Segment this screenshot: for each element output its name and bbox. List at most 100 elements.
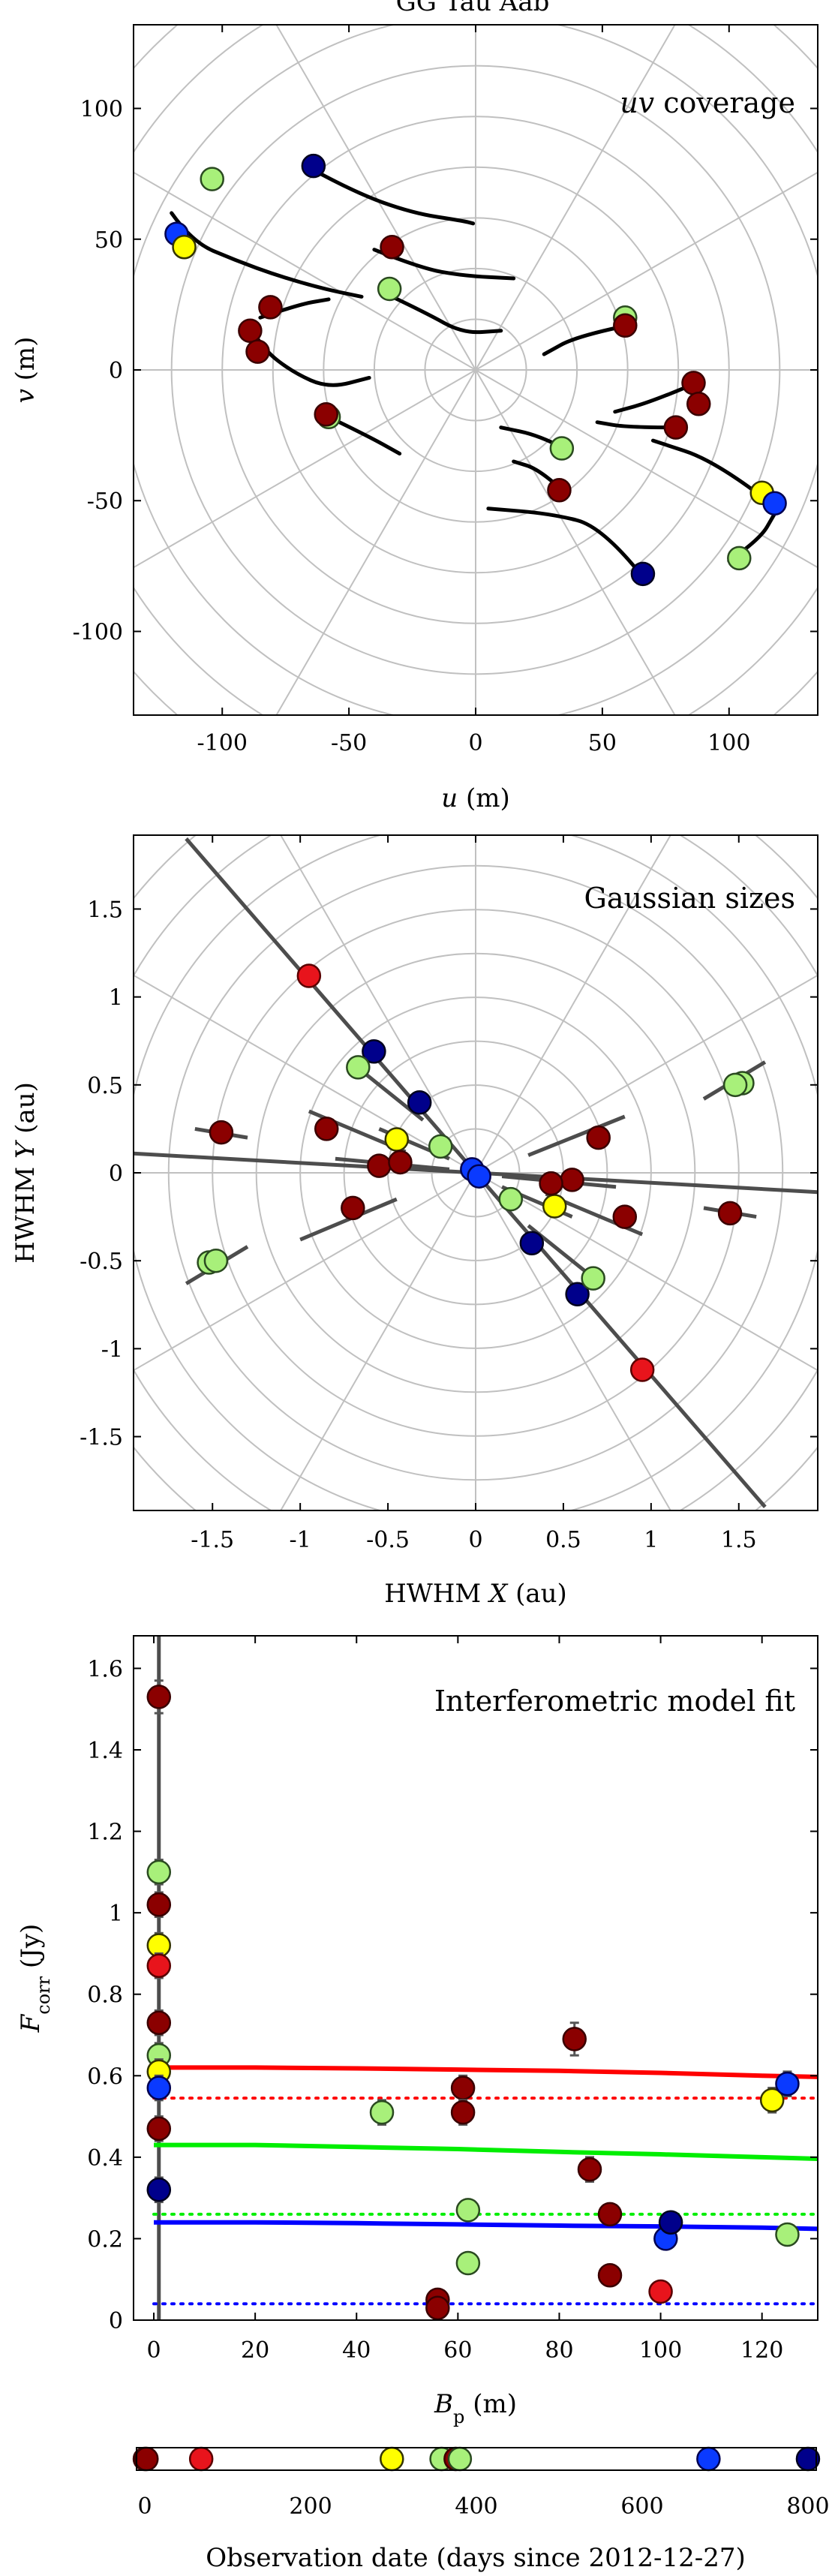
sizes-xtick-label: -0.5 — [366, 1527, 410, 1553]
uv-y-axis-label: v (m) — [11, 337, 41, 404]
fit-point — [597, 2202, 623, 2227]
sizes-point — [209, 1120, 234, 1145]
sizes-point — [629, 1357, 655, 1382]
uv-point — [681, 371, 706, 395]
sizes-point — [560, 1168, 584, 1192]
dates-xtick-label: 0 — [138, 2493, 152, 2520]
uv-point — [245, 339, 270, 364]
dates-point — [188, 2446, 214, 2472]
dates-point — [134, 2446, 159, 2472]
uv-xtick-label: -50 — [331, 730, 367, 756]
sizes-point — [362, 1039, 386, 1064]
uv-ytick-label: 0 — [109, 358, 123, 384]
dates-x-ticks: 0 200 400 600 800 — [138, 2493, 830, 2520]
fit-model-lines — [152, 1636, 818, 2320]
sizes-point — [519, 1231, 545, 1255]
uv-point — [630, 561, 656, 587]
sizes-xtick-label: 0 — [468, 1527, 482, 1553]
fit-y-ticks: 0 0.2 0.4 0.6 0.8 1 1.2 1.4 1.6 — [87, 1656, 818, 2334]
fit-point — [146, 2178, 172, 2202]
sizes-xtick-label: 1.5 — [721, 1527, 757, 1553]
fit-x-label-sub: p — [453, 2406, 464, 2427]
uv-point — [663, 415, 689, 440]
fit-point — [455, 2250, 481, 2276]
fit-ytick-label: 0.2 — [87, 2226, 123, 2253]
fit-ytick-label: 1.6 — [87, 1656, 123, 1682]
figure-title: GG Tau Aab — [396, 0, 550, 17]
fit-ytick-label: 1.2 — [87, 1820, 123, 1846]
sizes-panel: -1.5 -1 -0.5 0 0.5 1 1.5 -1.5 -1 -0.5 0 0.5 1 1.5 Ga… — [11, 834, 818, 1609]
sizes-orientation-segment — [527, 1114, 626, 1157]
uv-point — [172, 234, 197, 260]
uv-y-ticks: -100 -50 0 50 100 — [73, 97, 818, 645]
fit-point — [146, 2010, 172, 2035]
uv-x-axis-label: u (m) — [441, 783, 509, 813]
uv-grid — [134, 25, 818, 715]
fit-point — [369, 2100, 395, 2125]
fit-y-label-unit: (Jy) — [16, 1924, 46, 1976]
uv-point — [301, 153, 326, 179]
uv-title-var: uv — [620, 86, 654, 119]
uv-point — [762, 491, 787, 516]
dates-point — [696, 2446, 721, 2472]
uv-title-rest: coverage — [654, 86, 795, 119]
sizes-x-label-pre: HWHM — [384, 1579, 489, 1609]
uv-track-curve — [595, 420, 675, 430]
sizes-point — [612, 1204, 638, 1229]
uv-track-curve — [486, 506, 643, 576]
fit-x-label-var: B — [434, 2389, 453, 2419]
sizes-xtick-label: 0.5 — [545, 1527, 581, 1553]
uv-point — [613, 313, 638, 338]
sizes-xtick-label: -1 — [290, 1527, 311, 1553]
fit-y-axis-label: Fcorr (Jy) — [16, 1924, 54, 2033]
uv-track-curve — [372, 248, 516, 281]
uv-xtick-label: 100 — [707, 730, 750, 756]
fit-xtick-label: 60 — [443, 2337, 472, 2364]
fit-ytick-label: 0.6 — [87, 2064, 123, 2090]
dates-point — [380, 2446, 404, 2472]
sizes-point — [384, 1127, 410, 1152]
fit-x-axis-label: Bp (m) — [434, 2389, 517, 2427]
uv-grid-spoke — [134, 171, 818, 569]
uv-track-curve — [390, 294, 503, 335]
uv-xtick-label: -100 — [197, 730, 248, 756]
fit-ytick-label: 0 — [109, 2308, 123, 2334]
sizes-x-label-var: X — [487, 1579, 509, 1609]
fit-point — [577, 2157, 602, 2182]
fit-xtick-label: 40 — [342, 2337, 371, 2364]
sizes-title: Gaussian sizes — [584, 882, 795, 915]
uv-points — [164, 153, 787, 587]
sizes-ytick-label: -1.5 — [80, 1425, 123, 1451]
uv-point — [547, 478, 572, 503]
sizes-point — [498, 1186, 524, 1212]
fit-xtick-label: 80 — [545, 2337, 573, 2364]
fit-x-label-unit: (m) — [464, 2389, 517, 2419]
uv-point — [380, 234, 404, 260]
uv-x-label-unit: (m) — [458, 783, 510, 813]
dates-xtick-label: 800 — [786, 2493, 829, 2520]
dates-point — [447, 2446, 473, 2472]
dates-panel: 0 200 400 600 800 Observation date (days sin… — [132, 2446, 830, 2573]
fit-x-ticks: 0 20 40 60 80 100 120 — [146, 1636, 783, 2364]
sizes-point — [722, 1072, 748, 1098]
fit-point — [425, 2295, 450, 2320]
sizes-point — [203, 1248, 229, 1273]
fit-ytick-label: 0.4 — [87, 2145, 123, 2172]
fit-point — [775, 2222, 800, 2247]
fit-point — [562, 2027, 587, 2051]
sizes-ytick-label: -0.5 — [80, 1249, 123, 1275]
sizes-x-label-unit: (au) — [507, 1579, 567, 1609]
fit-axes-frame — [133, 1635, 818, 2321]
sizes-y-label-unit: (au) — [11, 1082, 41, 1142]
fit-xtick-label: 100 — [639, 2337, 682, 2364]
sizes-point — [407, 1090, 432, 1115]
fit-point — [146, 1685, 172, 1709]
sizes-point — [717, 1201, 743, 1226]
sizes-point — [467, 1164, 491, 1189]
fit-points — [146, 1679, 800, 2320]
fit-point — [658, 2210, 683, 2235]
fit-point — [146, 1859, 172, 1885]
sizes-ytick-label: 0 — [109, 1161, 123, 1187]
fit-title: Interferometric model fit — [434, 1685, 795, 1718]
